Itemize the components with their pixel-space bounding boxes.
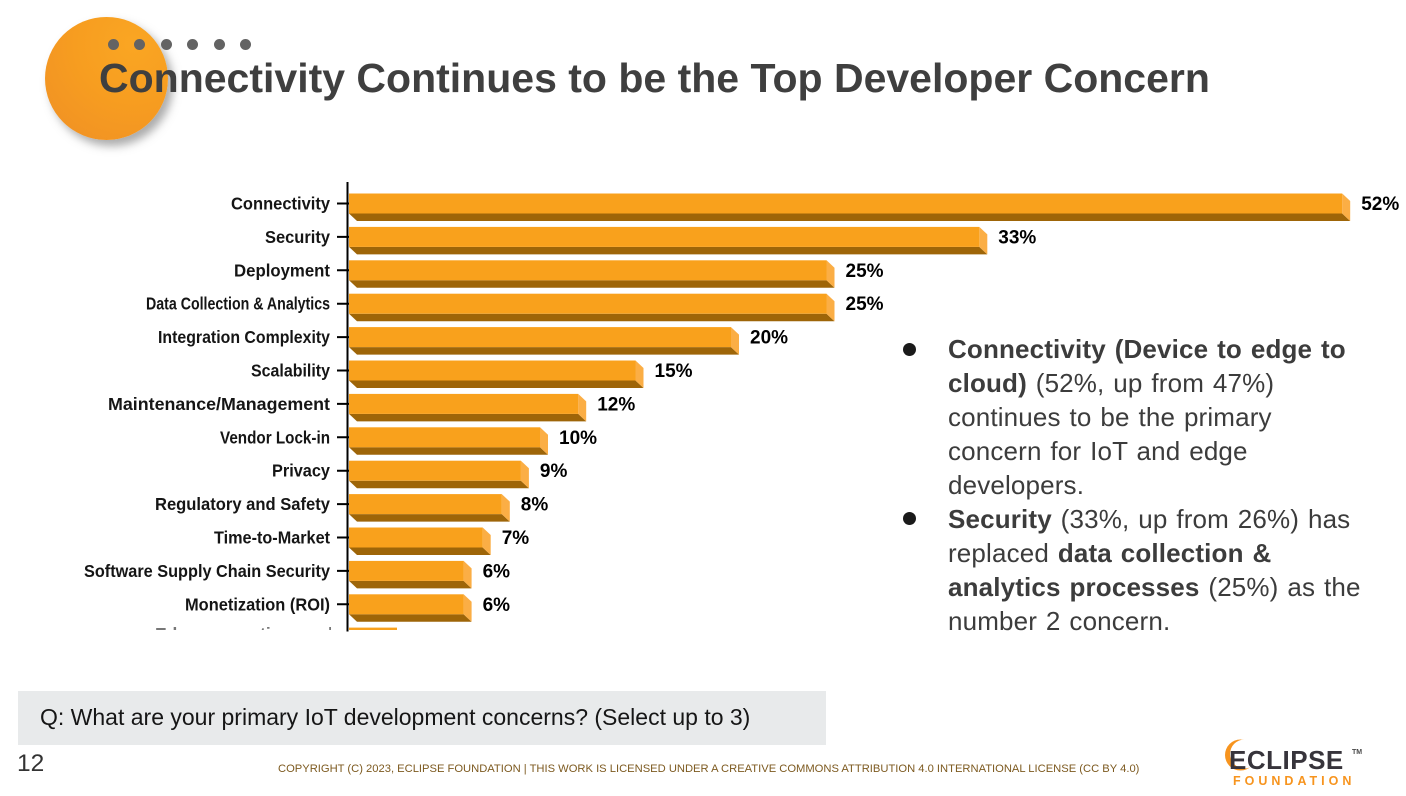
svg-text:Integration Complexity: Integration Complexity (158, 327, 330, 347)
svg-text:Security: Security (265, 227, 330, 247)
svg-text:6%: 6% (483, 561, 511, 582)
svg-text:Maintenance/Management: Maintenance/Management (108, 394, 330, 414)
svg-text:Regulatory and Safety: Regulatory and Safety (155, 494, 330, 514)
svg-text:Monetization (ROI): Monetization (ROI) (185, 594, 330, 614)
svg-text:Software Supply Chain Security: Software Supply Chain Security (84, 561, 330, 581)
svg-text:52%: 52% (1361, 194, 1399, 215)
svg-text:Data Collection & Analytics: Data Collection & Analytics (146, 294, 330, 314)
svg-text:25%: 25% (846, 261, 884, 282)
svg-text:25%: 25% (846, 294, 884, 315)
svg-text:9%: 9% (540, 461, 568, 482)
svg-text:Time-to-Market: Time-to-Market (214, 528, 330, 548)
svg-text:6%: 6% (483, 595, 511, 616)
svg-text:33%: 33% (998, 227, 1036, 248)
svg-text:Connectivity: Connectivity (231, 194, 330, 214)
svg-text:10%: 10% (559, 428, 597, 449)
svg-text:Vendor Lock-in: Vendor Lock-in (220, 427, 330, 447)
svg-text:15%: 15% (655, 361, 693, 382)
svg-text:8%: 8% (521, 495, 549, 516)
svg-text:Scalability: Scalability (251, 361, 330, 381)
svg-text:Privacy: Privacy (272, 461, 330, 481)
svg-text:Deployment: Deployment (234, 260, 330, 280)
svg-text:12%: 12% (597, 394, 635, 415)
svg-text:20%: 20% (750, 328, 788, 349)
svg-text:7%: 7% (502, 528, 530, 549)
